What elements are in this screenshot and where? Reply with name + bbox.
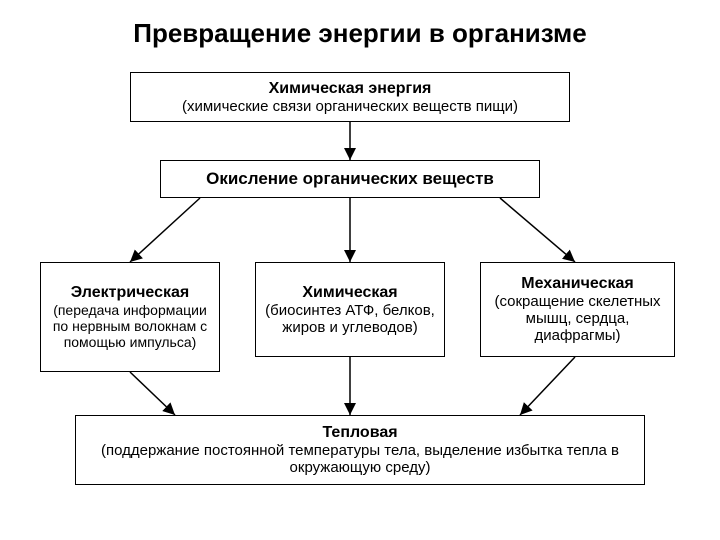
box-subtitle: (сокращение скелетных мышц, сердца, диаф… [487,293,668,344]
box-thermal: Тепловая (поддержание постоянной темпера… [75,415,645,485]
box-title: Химическая энергия [269,80,432,98]
box-subtitle: (биосинтез АТФ, белков, жиров и углеводо… [262,302,438,336]
box-title: Химическая [302,284,397,302]
box-electrical: Электрическая (передача информации по не… [40,262,220,372]
box-chemical-energy: Химическая энергия (химические связи орг… [130,72,570,122]
diagram-title: Превращение энергии в организме [0,18,720,49]
box-title: Тепловая [322,424,397,442]
box-mechanical: Механическая (сокращение скелетных мышц,… [480,262,675,357]
box-subtitle: (химические связи органических веществ п… [182,98,518,115]
box-title: Электрическая [71,284,189,302]
box-subtitle: (поддержание постоянной температуры тела… [82,442,638,476]
box-title: Механическая [521,275,633,293]
box-title: Окисление органических веществ [206,169,494,189]
box-oxidation: Окисление органических веществ [160,160,540,198]
box-subtitle: (передача информации по нервным волокнам… [47,302,213,350]
box-chemical: Химическая (биосинтез АТФ, белков, жиров… [255,262,445,357]
